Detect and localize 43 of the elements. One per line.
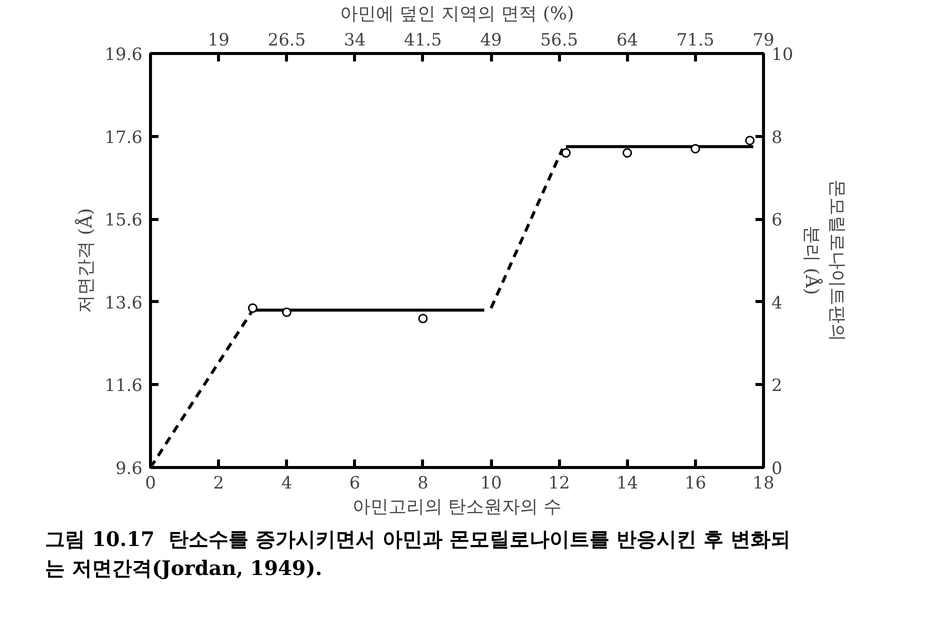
- x-tick-label: 6: [349, 474, 360, 494]
- point: [561, 148, 571, 158]
- x-tick-label: 0: [145, 474, 156, 494]
- x-tick-label: 4: [281, 474, 292, 494]
- x-tick-label: 8: [418, 474, 428, 494]
- y2-tick-label: 0: [772, 459, 782, 479]
- point: [418, 314, 428, 324]
- point: [622, 148, 632, 158]
- x2-tick-label: 71.5: [676, 30, 714, 50]
- y-tick-label: 15.6: [104, 210, 143, 231]
- caption: 그림 10.17 탄소수를 증가시키면서 아민과 몬모릴로나이트를 반응시킨 후 변화되는 저면간격(Jordan, 1949).: [45, 526, 792, 582]
- x2-axis-title: 아민에 덮인 지역의 면적 (%): [340, 4, 574, 24]
- y-tick-label: 9.6: [115, 459, 143, 479]
- y-tick-label: 11.6: [104, 376, 143, 396]
- x2-tick-label: 49: [480, 30, 502, 50]
- y2-tick-label: 10: [772, 45, 794, 65]
- y2-tick-label: 2: [772, 376, 782, 396]
- x2-tick-label: 41.5: [404, 30, 442, 50]
- y-axis-title: 저면간격 (Å): [74, 208, 97, 313]
- x-tick-label: 2: [213, 474, 224, 494]
- x-tick-label: 18: [752, 474, 774, 494]
- point: [745, 136, 755, 146]
- point: [690, 144, 700, 154]
- x2-tick-label: 56.5: [540, 30, 578, 50]
- y2-tick-label: 8: [772, 128, 782, 148]
- y-tick-label: 19.6: [104, 45, 143, 65]
- x2-tick-label: 64: [616, 30, 638, 50]
- y2-tick-label: 4: [772, 293, 782, 314]
- x-tick-label: 12: [548, 474, 570, 494]
- y-tick-label: 13.6: [104, 293, 143, 314]
- x2-tick-label: 19: [208, 30, 230, 50]
- x2-tick-label: 79: [752, 30, 774, 50]
- x-tick-label: 16: [684, 474, 706, 494]
- y2-tick-label: 6: [772, 210, 782, 231]
- y2-axis-title: 몬모릴로나이트판의 분리 (Å): [801, 180, 848, 342]
- x2-tick-label: 26.5: [268, 30, 306, 50]
- x-axis-title: 아민고리의 탄소원자의 수: [352, 496, 562, 518]
- x-tick-label: 14: [616, 474, 638, 494]
- y-tick-label: 17.6: [104, 128, 143, 148]
- x-tick-label: 10: [480, 474, 502, 494]
- x2-tick-label: 34: [344, 30, 366, 50]
- point: [248, 303, 258, 313]
- point: [282, 308, 292, 317]
